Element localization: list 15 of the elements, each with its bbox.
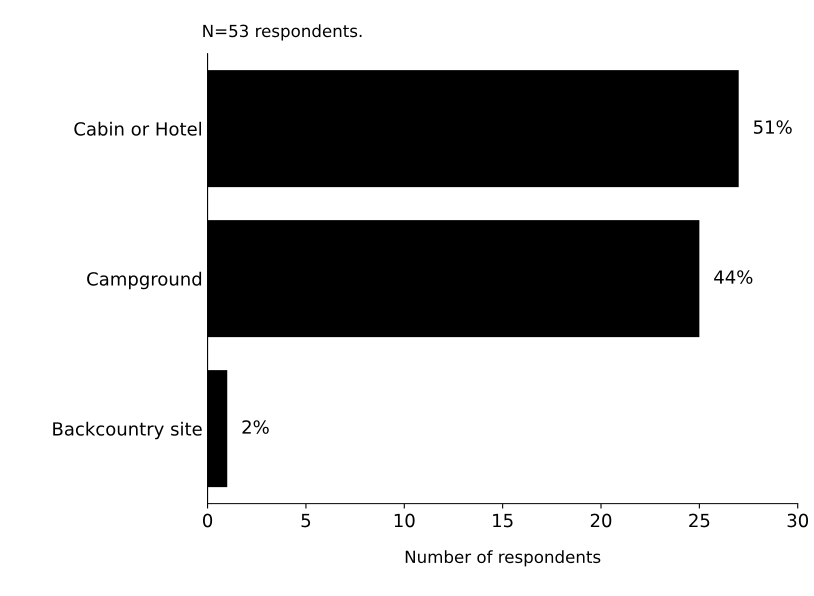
chart-title: N=53 respondents. (203, 24, 362, 40)
annotation: 2% (242, 420, 269, 434)
x-tick-label: 20 (590, 514, 612, 528)
x-tick-label: 5 (302, 514, 310, 528)
x-tick-label: 10 (394, 514, 415, 528)
x-axis-title: Number of respondents (406, 550, 600, 566)
x-tick-label: 15 (493, 514, 513, 528)
x-tick-label: 30 (788, 514, 808, 528)
annotation: 51% (754, 120, 792, 134)
y-tick-label: Campground (87, 272, 202, 290)
annotation: 44% (714, 270, 752, 284)
y-tick-label: Cabin or Hotel (74, 122, 202, 136)
x-tick-label: 0 (203, 514, 212, 528)
x-tick-label: 25 (689, 514, 710, 528)
y-tick-label: Backcountry site (53, 422, 202, 440)
